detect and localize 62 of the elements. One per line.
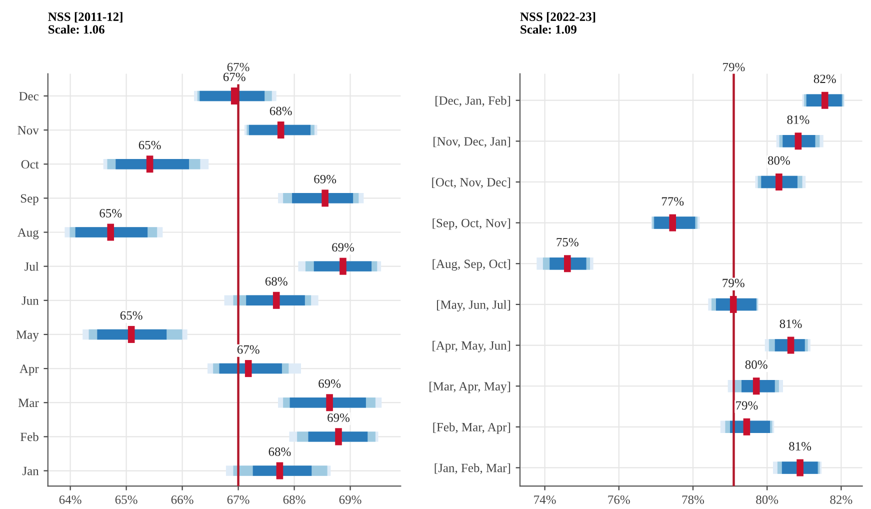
- x-tick-label: 68%: [283, 495, 306, 504]
- x-tick-label: 67%: [227, 495, 250, 504]
- data-label: 80%: [745, 360, 768, 369]
- data-label: 75%: [556, 238, 578, 246]
- x-tick-label: 69%: [339, 495, 362, 504]
- data-label: 79%: [736, 401, 758, 410]
- y-tick-label: Nov: [18, 126, 39, 134]
- data-label: 81%: [780, 320, 802, 328]
- x-tick-label: 78%: [682, 495, 704, 504]
- x-tick-label: 74%: [534, 495, 556, 504]
- data-label: 81%: [787, 115, 810, 124]
- y-tick-label: Jul: [24, 262, 39, 271]
- x-tick-label: 65%: [115, 495, 138, 504]
- data-label: 67%: [223, 72, 246, 82]
- y-tick-label: [Mar, Apr, May]: [430, 382, 510, 394]
- x-tick-label: 66%: [171, 495, 194, 504]
- data-label: 65%: [100, 209, 122, 218]
- data-label: 77%: [662, 197, 684, 206]
- x-tick-label: 64%: [59, 495, 82, 504]
- ref-line-label: 79%: [723, 62, 745, 72]
- y-tick-label: [Apr, May, Jun]: [432, 340, 510, 352]
- data-label: 82%: [814, 74, 836, 84]
- x-tick-label: 82%: [830, 495, 852, 504]
- y-tick-label: [Oct, Nov, Dec]: [432, 178, 510, 188]
- data-label: 68%: [265, 277, 288, 286]
- y-tick-label: Feb: [20, 432, 38, 442]
- y-tick-label: Aug: [17, 228, 39, 240]
- y-tick-label: May: [16, 330, 39, 342]
- data-label: 65%: [138, 140, 161, 150]
- data-label: 81%: [789, 442, 812, 451]
- data-label: 69%: [314, 174, 336, 184]
- y-tick-label: [Jan, Feb, Mar]: [434, 463, 510, 474]
- y-tick-label: Apr: [20, 364, 39, 376]
- data-label: 65%: [120, 311, 142, 320]
- y-tick-label: Jun: [22, 296, 39, 305]
- data-label: 68%: [268, 448, 291, 456]
- y-tick-label: [Dec, Jan, Feb]: [436, 96, 510, 107]
- y-tick-label: [Sep, Oct, Nov]: [432, 218, 510, 230]
- data-label: 69%: [318, 379, 341, 388]
- data-label: 67%: [237, 345, 260, 354]
- data-label: 80%: [768, 156, 790, 165]
- data-label: 69%: [332, 243, 354, 252]
- chart-subtitle: Scale: 1.09: [520, 24, 576, 34]
- y-tick-label: Oct: [21, 160, 39, 169]
- y-tick-label: [Feb, Mar, Apr]: [433, 422, 510, 434]
- data-label: 79%: [722, 278, 744, 288]
- y-tick-label: Jan: [22, 466, 39, 476]
- chart-subtitle: Scale: 1.06: [48, 24, 104, 34]
- y-tick-label: [Aug, Sep, Oct]: [432, 259, 510, 271]
- y-tick-label: Sep: [20, 194, 38, 206]
- x-tick-label: 80%: [756, 495, 778, 504]
- bar: [75, 227, 148, 238]
- chart-title: NSS [2011-12]: [48, 12, 122, 22]
- y-tick-label: [Nov, Dec, Jan]: [434, 136, 510, 148]
- chart-title: NSS [2022-23]: [520, 12, 596, 22]
- data-label: 68%: [270, 106, 292, 116]
- y-tick-label: Mar: [18, 398, 39, 408]
- data-label: 69%: [328, 413, 350, 422]
- ref-line-label: 67%: [227, 62, 250, 72]
- y-tick-label: Dec: [19, 92, 38, 100]
- y-tick-label: [May, Jun, Jul]: [437, 300, 510, 312]
- x-tick-label: 76%: [608, 495, 630, 504]
